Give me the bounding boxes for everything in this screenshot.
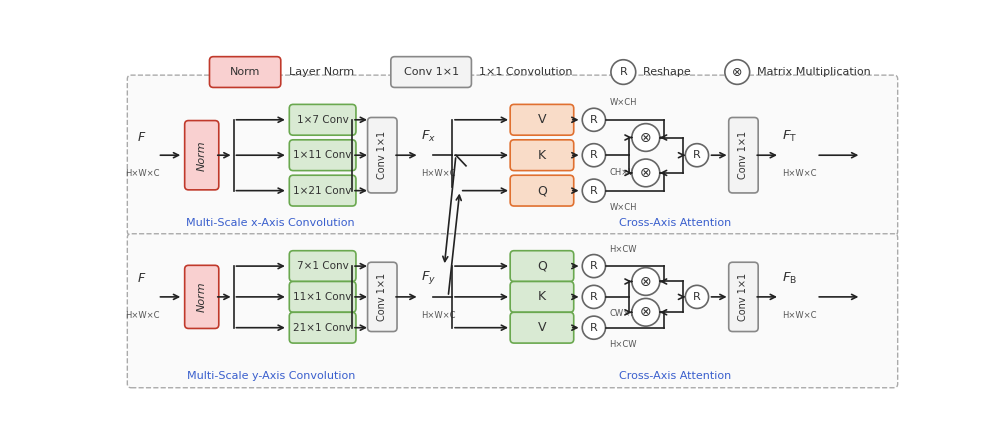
Text: Reshape: Reshape <box>637 67 691 77</box>
FancyBboxPatch shape <box>185 265 219 328</box>
FancyBboxPatch shape <box>510 282 574 312</box>
FancyBboxPatch shape <box>289 251 356 282</box>
FancyBboxPatch shape <box>289 175 356 206</box>
Text: Conv 1×1: Conv 1×1 <box>377 131 387 179</box>
Text: 7×1 Conv: 7×1 Conv <box>297 261 349 271</box>
Text: $F$: $F$ <box>137 131 147 143</box>
FancyBboxPatch shape <box>127 75 898 235</box>
Text: $F_x$: $F_x$ <box>421 129 436 144</box>
Text: H×W×C: H×W×C <box>125 311 159 320</box>
FancyBboxPatch shape <box>368 117 397 193</box>
Circle shape <box>582 285 606 308</box>
Circle shape <box>685 285 709 308</box>
Circle shape <box>685 143 709 167</box>
Circle shape <box>632 159 660 187</box>
Text: ⊗: ⊗ <box>640 275 652 289</box>
Circle shape <box>582 316 606 339</box>
Text: W×CH: W×CH <box>609 203 637 212</box>
Text: R: R <box>590 292 598 302</box>
Text: 1×7 Conv: 1×7 Conv <box>297 115 349 125</box>
Circle shape <box>632 298 660 326</box>
Text: R: R <box>590 115 598 125</box>
Text: R: R <box>590 150 598 160</box>
Text: R: R <box>590 186 598 196</box>
Text: R: R <box>590 323 598 333</box>
Text: Norm: Norm <box>197 140 207 171</box>
FancyBboxPatch shape <box>289 140 356 171</box>
Text: 11×1 Conv: 11×1 Conv <box>293 292 352 302</box>
Text: H×W×C: H×W×C <box>421 311 456 320</box>
Text: Cross-Axis Attention: Cross-Axis Attention <box>619 371 731 381</box>
Text: $F_\mathrm{B}$: $F_\mathrm{B}$ <box>782 271 797 286</box>
Text: R: R <box>590 261 598 271</box>
Text: 1×21 Conv: 1×21 Conv <box>293 186 352 196</box>
Text: H×W×C: H×W×C <box>125 169 159 178</box>
Text: Q: Q <box>537 260 547 273</box>
FancyBboxPatch shape <box>289 282 356 312</box>
Circle shape <box>582 143 606 167</box>
Text: Conv 1×1: Conv 1×1 <box>738 273 748 321</box>
Text: ⊗: ⊗ <box>732 66 742 79</box>
Text: K: K <box>538 149 546 162</box>
Text: V: V <box>538 113 546 126</box>
FancyBboxPatch shape <box>185 121 219 190</box>
Text: K: K <box>538 290 546 304</box>
Text: H×CW: H×CW <box>609 340 637 349</box>
FancyBboxPatch shape <box>289 104 356 135</box>
Text: Conv 1×1: Conv 1×1 <box>404 67 459 77</box>
FancyBboxPatch shape <box>289 312 356 343</box>
Text: CW×H: CW×H <box>609 309 637 318</box>
FancyBboxPatch shape <box>510 175 574 206</box>
Text: Layer Norm: Layer Norm <box>282 67 354 77</box>
FancyBboxPatch shape <box>729 262 758 332</box>
FancyBboxPatch shape <box>510 140 574 171</box>
Text: $F$: $F$ <box>137 272 147 286</box>
Text: Conv 1×1: Conv 1×1 <box>377 273 387 321</box>
FancyBboxPatch shape <box>209 57 281 88</box>
Text: H×W×C: H×W×C <box>782 311 817 320</box>
Circle shape <box>582 108 606 131</box>
Text: 1×1 Convolution: 1×1 Convolution <box>472 67 573 77</box>
Text: Cross-Axis Attention: Cross-Axis Attention <box>619 218 731 228</box>
FancyBboxPatch shape <box>368 262 397 332</box>
Text: Conv 1×1: Conv 1×1 <box>738 131 748 179</box>
Text: 21×1 Conv: 21×1 Conv <box>293 323 352 333</box>
Circle shape <box>632 124 660 151</box>
Text: ⊗: ⊗ <box>640 166 652 180</box>
Text: Q: Q <box>537 184 547 197</box>
Text: H×CW: H×CW <box>609 245 637 253</box>
Circle shape <box>725 60 750 84</box>
Circle shape <box>582 179 606 202</box>
Circle shape <box>611 60 636 84</box>
FancyBboxPatch shape <box>510 312 574 343</box>
Text: W×CH: W×CH <box>609 99 637 107</box>
Circle shape <box>632 268 660 295</box>
Text: 1×11 Conv: 1×11 Conv <box>293 150 352 160</box>
FancyBboxPatch shape <box>510 251 574 282</box>
Text: R: R <box>693 150 701 160</box>
FancyBboxPatch shape <box>391 57 471 88</box>
Text: H×W×C: H×W×C <box>782 169 817 178</box>
Text: $F_\mathrm{T}$: $F_\mathrm{T}$ <box>782 129 797 144</box>
Text: R: R <box>619 67 627 77</box>
FancyBboxPatch shape <box>729 117 758 193</box>
Text: CH×W: CH×W <box>609 168 637 176</box>
Text: Matrix Multiplication: Matrix Multiplication <box>750 67 871 77</box>
Text: Norm: Norm <box>230 67 260 77</box>
Text: R: R <box>693 292 701 302</box>
Text: Norm: Norm <box>197 282 207 312</box>
Text: $F_y$: $F_y$ <box>421 269 436 286</box>
Text: Multi-Scale x-Axis Convolution: Multi-Scale x-Axis Convolution <box>186 218 355 228</box>
Text: ⊗: ⊗ <box>640 305 652 319</box>
Text: V: V <box>538 321 546 334</box>
Text: H×W×C: H×W×C <box>421 169 456 178</box>
FancyBboxPatch shape <box>510 104 574 135</box>
Text: Multi-Scale y-Axis Convolution: Multi-Scale y-Axis Convolution <box>187 371 355 381</box>
Circle shape <box>582 254 606 278</box>
Text: ⊗: ⊗ <box>640 131 652 144</box>
FancyBboxPatch shape <box>127 234 898 388</box>
